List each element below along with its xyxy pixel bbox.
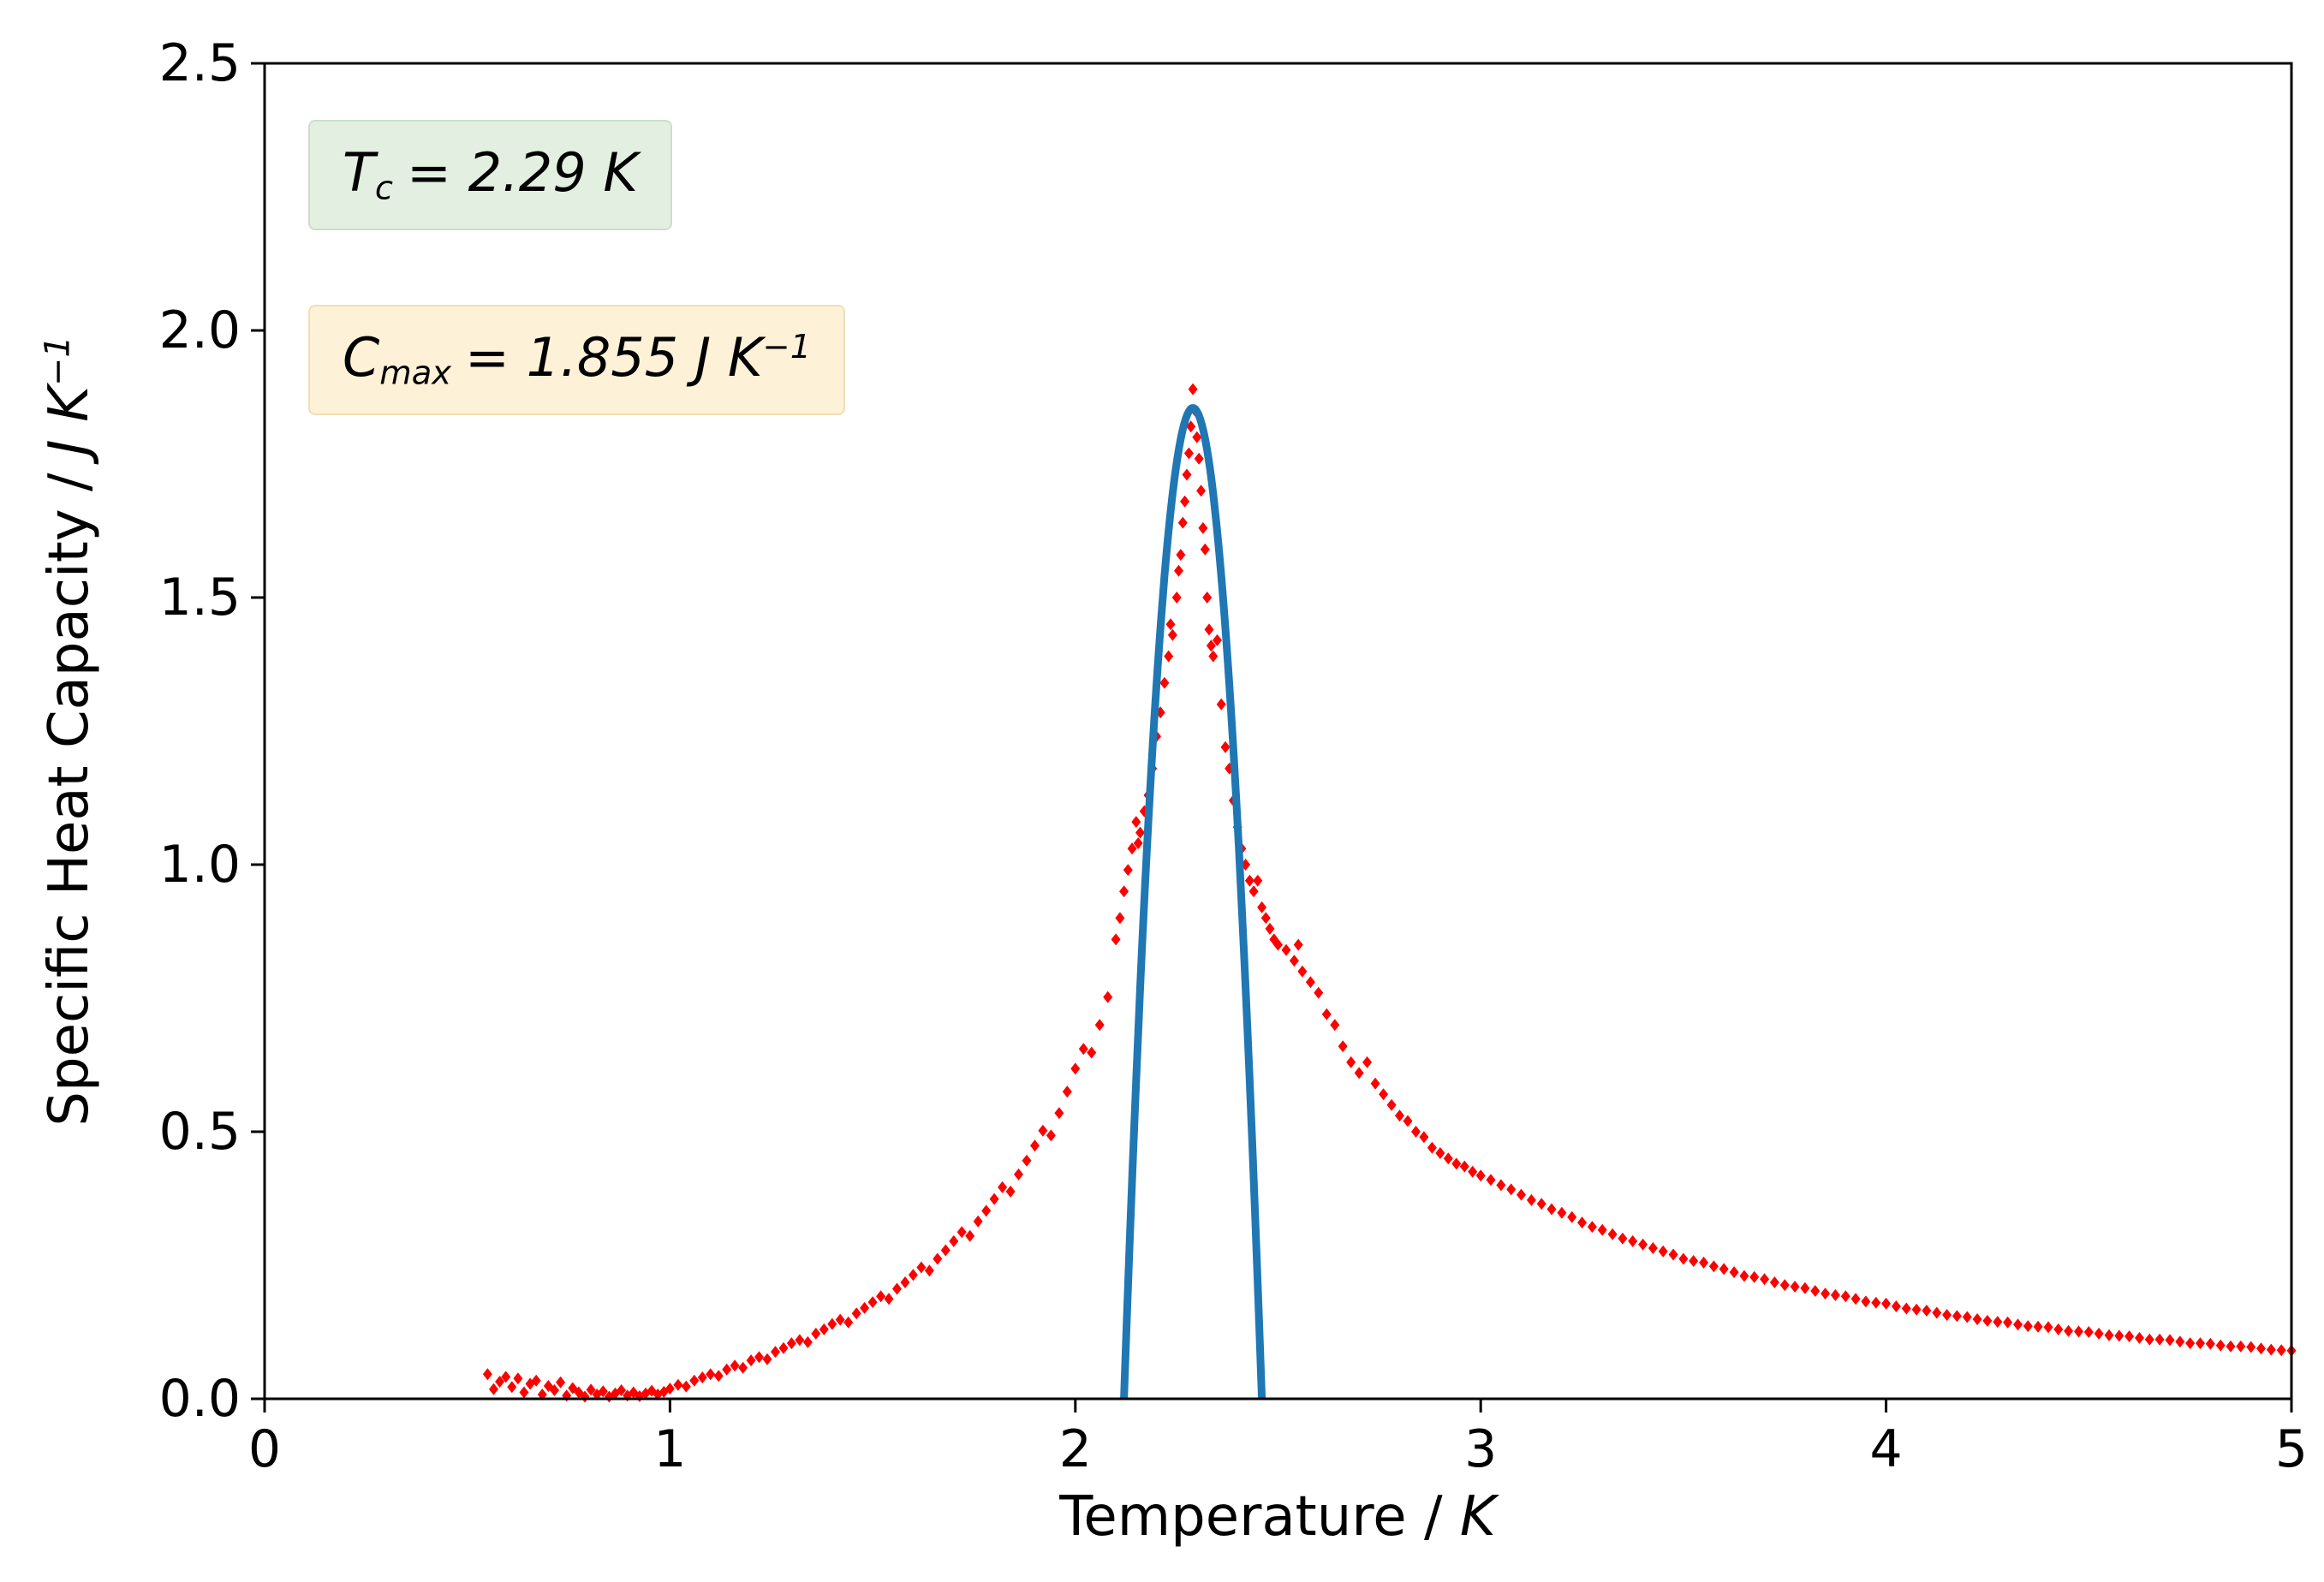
y-axis-label: Specific Heat Capacity / J K−1 [38,336,102,1127]
cmax-symbol: C [343,326,380,389]
cmax-subscript: max [379,354,452,393]
plot-frame [263,62,2293,1401]
y-tick-label: 0.5 [158,1102,241,1162]
x-tick-label: 3 [1464,1419,1498,1479]
x-axis-label: Temperature / K [1059,1485,1496,1549]
scatter-points [482,383,2297,1403]
x-tick-label: 1 [653,1419,687,1479]
y-tick-label: 1.5 [158,568,241,627]
x-tick-label: 5 [2274,1419,2309,1479]
x-axis-label-text: Temperature / [1059,1485,1460,1549]
y-tick-label: 2.0 [158,300,241,360]
y-tick-label: 2.5 [158,33,241,93]
y-axis-label-text: Specific Heat Capacity / [38,455,102,1127]
x-axis-unit: K [1459,1485,1496,1549]
tc-value: = 2.29 K [407,141,639,204]
cmax-value: = 1.855 J K [465,326,763,389]
y-axis-unit-exponent: −1 [38,336,78,386]
x-tick-label: 0 [247,1419,282,1479]
y-tick-label: 0.0 [158,1369,241,1429]
tc-subscript: c [374,169,393,208]
y-tick-label: 1.0 [158,835,241,895]
x-tick-label: 4 [1869,1419,1903,1479]
x-tick-label: 2 [1058,1419,1092,1479]
tc-annotation-box: Tc = 2.29 K [308,120,673,230]
tc-symbol: T [343,141,375,204]
cmax-annotation-box: Cmax = 1.855 J K−1 [308,305,846,415]
y-axis-unit: J K [38,385,102,456]
cmax-exponent: −1 [762,327,812,366]
fit-curve [1120,404,1266,1400]
